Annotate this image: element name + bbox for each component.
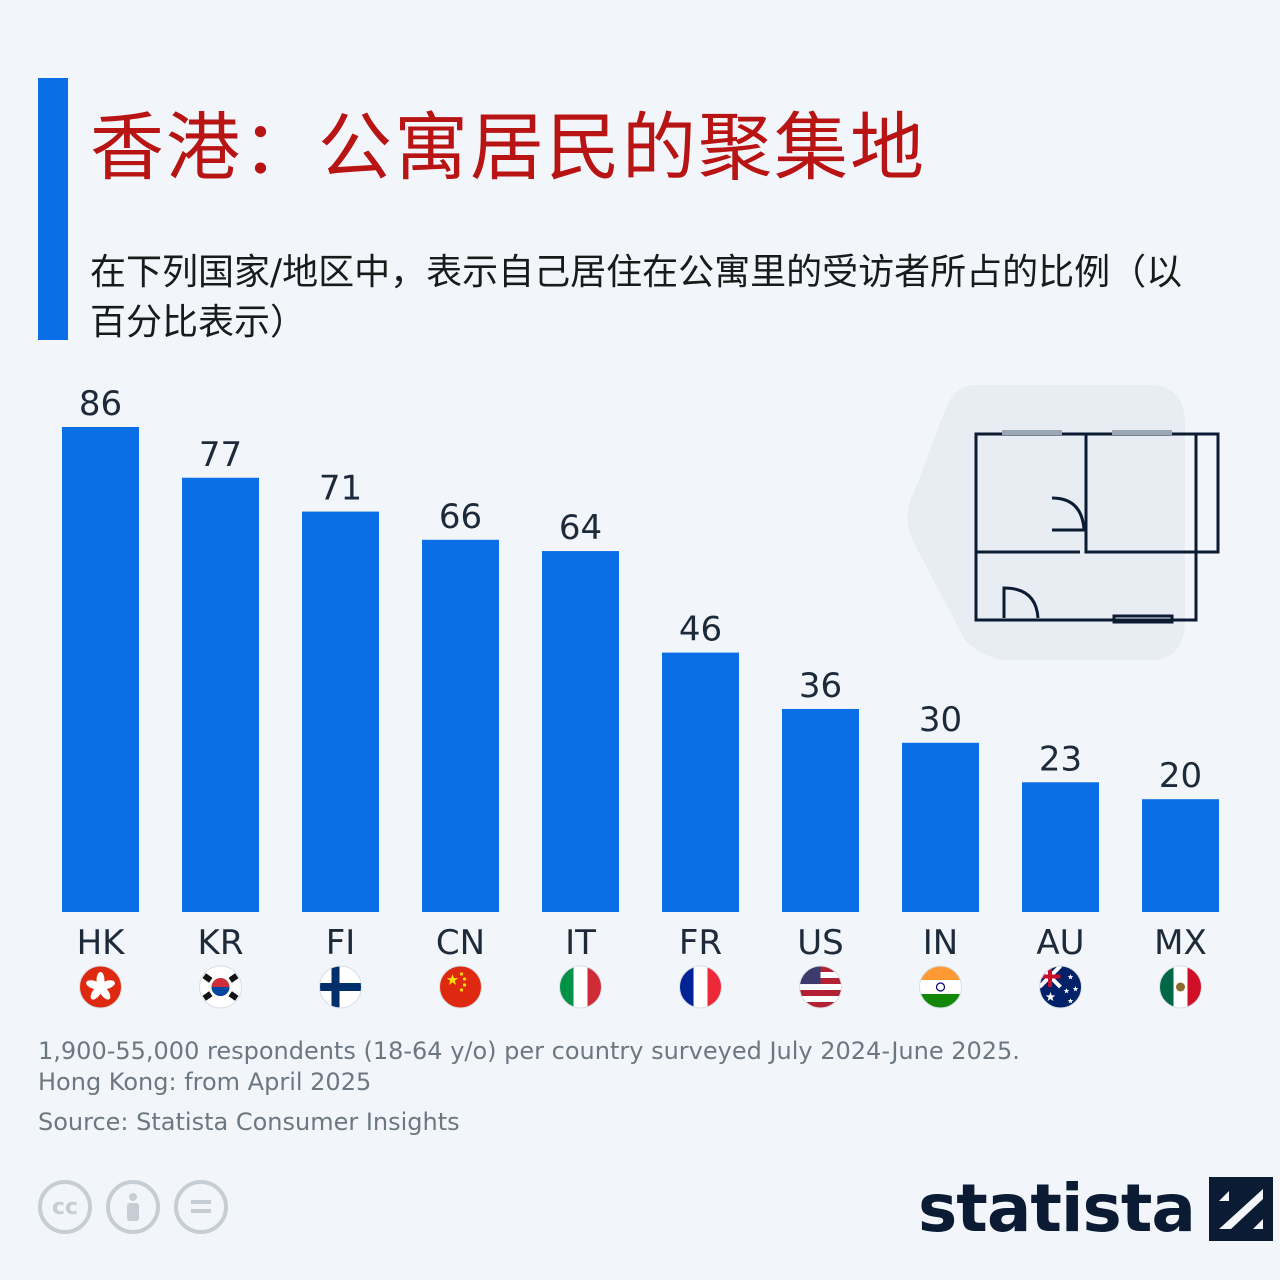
bar-IN (902, 742, 979, 912)
no-derivatives-icon[interactable] (174, 1180, 228, 1234)
china-flag (439, 965, 482, 1009)
bar-IT (542, 551, 619, 912)
bar-FI (302, 511, 379, 912)
category-label-KR: KR (198, 923, 244, 963)
bar-KR (182, 477, 259, 912)
bar-FR (662, 652, 739, 912)
brand-name: statista (918, 1170, 1196, 1247)
chart-title: 香港：公寓居民的聚集地 (90, 105, 926, 191)
italy-flag (559, 965, 602, 1009)
flags (79, 965, 1202, 1009)
attribution-icon[interactable] (106, 1180, 160, 1234)
value-label-IT: 64 (559, 508, 602, 548)
license-icons: cc (38, 1180, 228, 1234)
value-label-MX: 20 (1159, 756, 1202, 796)
value-label-CN: 66 (439, 497, 482, 537)
category-label-FR: FR (679, 923, 722, 963)
bar-CN (422, 539, 499, 912)
statista-logo[interactable]: statista (918, 1170, 1273, 1247)
category-label-US: US (797, 923, 843, 963)
value-label-IN: 30 (919, 700, 962, 740)
category-label-AU: AU (1036, 923, 1084, 963)
statista-logo-icon (1208, 1176, 1273, 1241)
finland-flag (319, 965, 362, 1009)
category-label-CN: CN (436, 923, 485, 963)
value-label-KR: 77 (199, 435, 242, 475)
usa-flag (799, 965, 842, 1009)
hong-kong-flag (79, 965, 122, 1009)
france-flag (679, 965, 722, 1009)
cc-icon[interactable]: cc (38, 1180, 92, 1234)
value-label-HK: 86 (79, 384, 122, 424)
value-label-US: 36 (799, 666, 842, 706)
chart-subtitle: 在下列国家/地区中，表示自己居住在公寓里的受访者所占的比例（以百分比表示） (90, 252, 1183, 343)
mexico-flag (1159, 965, 1202, 1009)
value-label-FR: 46 (679, 610, 722, 650)
category-label-IN: IN (923, 923, 958, 963)
bars: 86 HK 77 KR 71 FI 66 CN 64 IT 46 FR 36 US 30 IN 23 AU 20 MX (62, 384, 1219, 963)
india-flag (919, 965, 962, 1009)
category-label-IT: IT (565, 923, 596, 963)
source-text: Source: Statista Consumer Insights (38, 1108, 460, 1136)
bar-chart: 86 HK 77 KR 71 FI 66 CN 64 IT 46 FR 36 US 30 IN 23 AU 20 MX (62, 384, 1220, 1009)
category-label-MX: MX (1154, 923, 1207, 963)
floor-plan-illustration (907, 385, 1220, 660)
category-label-FI: FI (326, 923, 356, 963)
bar-HK (62, 427, 139, 912)
value-label-AU: 23 (1039, 739, 1082, 779)
note-line-2: Hong Kong: from April 2025 (38, 1068, 372, 1096)
south-korea-flag (199, 965, 242, 1009)
value-label-FI: 71 (319, 469, 362, 509)
bar-AU (1022, 782, 1099, 912)
chart-note: 1,900-55,000 respondents (18-64 y/o) per… (38, 1036, 1020, 1098)
accent-bar (38, 78, 68, 340)
australia-flag (1039, 965, 1082, 1009)
bar-MX (1142, 799, 1219, 912)
category-label-HK: HK (77, 923, 127, 963)
note-line-1: 1,900-55,000 respondents (18-64 y/o) per… (38, 1037, 1020, 1065)
bar-US (782, 708, 859, 912)
